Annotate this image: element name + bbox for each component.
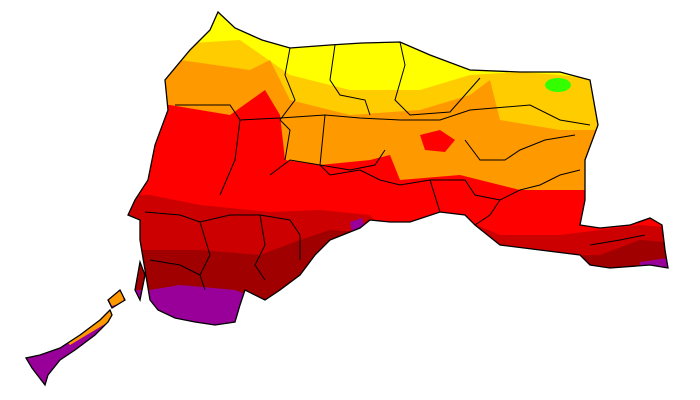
zone-red-spot (420, 130, 455, 152)
district-border (319, 114, 386, 171)
zone-purple (26, 285, 270, 385)
district-border (279, 47, 296, 161)
district-border (149, 259, 201, 276)
district-border (589, 234, 646, 246)
zone-dark-red (26, 195, 668, 385)
district-border (464, 134, 576, 161)
district-border (429, 179, 441, 213)
district-border (474, 199, 501, 226)
zone-green (545, 78, 571, 92)
district-border (239, 104, 591, 126)
district-border (254, 214, 266, 281)
zone-peninsula-orange-2 (108, 290, 124, 306)
district-border (329, 44, 371, 116)
district-border (144, 211, 301, 260)
district-borders (144, 41, 646, 291)
district-border (199, 221, 211, 291)
district-border (394, 41, 481, 116)
